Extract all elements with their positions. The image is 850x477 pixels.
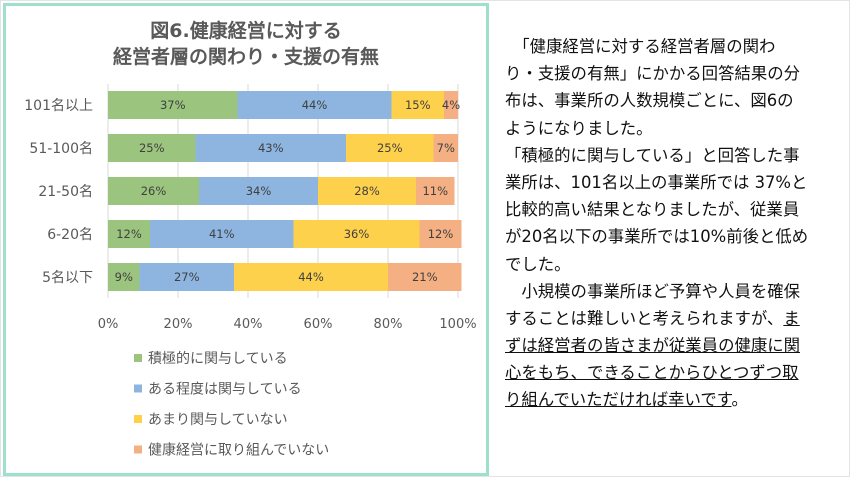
bar-segment [416, 177, 455, 205]
text-line: 「健康経営に対する経営者層の関わ [505, 33, 845, 60]
text-line: り組んでいただければ幸いです。 [505, 386, 845, 413]
chart-title-line-2: 経営者層の関わり・支援の有無 [112, 46, 379, 68]
y-category-label: 6-20名 [47, 227, 93, 243]
y-category-label: 5名以下 [42, 270, 93, 286]
data-label: 25% [139, 141, 165, 155]
bar-segment [108, 263, 140, 291]
text-line: 小規模の事業所ほど予算や人員を確保 [505, 278, 845, 305]
bar-segment [150, 220, 294, 248]
bar-segment [318, 177, 416, 205]
bar-segment [444, 91, 458, 119]
data-label: 4% [442, 98, 460, 112]
bar-segment [237, 91, 392, 119]
data-label: 11% [422, 184, 448, 198]
bar-segment [433, 134, 458, 162]
text-line: ずは経営者の皆さまが従業員の健康に関 [505, 332, 845, 359]
y-category-label: 101名以上 [24, 98, 93, 114]
legend-swatch [134, 354, 142, 362]
underlined-text: ずは経営者の皆さまが従業員の健康に関 [505, 336, 801, 356]
stacked-bar-chart: 0% 20% 40% 60% 80% 100% 101名以上 37% 44% 15% 4% 51-10… [24, 84, 477, 459]
text-line: り・支援の有無」にかかる回答結果の分 [505, 60, 845, 87]
data-label: 12% [116, 227, 142, 241]
text-segment: 比較的高い結果となりましたが、従業員 [505, 200, 800, 220]
bar-segment [346, 134, 434, 162]
data-label: 44% [298, 270, 324, 284]
text-segment: り・支援の有無」にかかる回答結果の分 [505, 64, 801, 84]
text-segment: 小規模の事業所ほど予算や人員を確保 [505, 281, 801, 301]
data-label: 36% [344, 227, 370, 241]
x-tick-label: 20% [164, 317, 193, 332]
bar-segment [108, 91, 238, 119]
text-line: 心をもち、できることからひとつずつ取 [505, 359, 845, 386]
text-line: が20名以下の事業所では10%前後と低め [505, 223, 845, 250]
data-label: 12% [428, 227, 454, 241]
text-line: することは難しいと考えられますが、ま [505, 305, 845, 332]
text-segment: 「健康経営に対する経営者層の関わ [505, 37, 776, 56]
y-category-label: 21-50名 [38, 184, 93, 200]
legend-label: 積極的に関与している [148, 351, 288, 367]
legend-swatch [134, 384, 142, 393]
legend-swatch [134, 445, 142, 454]
x-tick-label: 100% [439, 317, 476, 332]
underlined-text: り組んでいただければ幸いです [505, 390, 732, 410]
bar-segment [388, 263, 462, 291]
underlined-text: 心をもち、できることからひとつずつ取 [505, 363, 799, 383]
data-label: 43% [258, 141, 284, 155]
x-tick-label: 80% [374, 317, 403, 332]
data-label: 21% [412, 270, 438, 284]
x-tick-label: 40% [234, 317, 263, 332]
data-label: 27% [174, 270, 200, 284]
text-segment: 。 [731, 390, 748, 410]
text-segment: 業所は、101名以上の事業所では 37%と [505, 172, 808, 192]
bar-segment [234, 263, 388, 291]
legend-swatch [134, 415, 142, 423]
data-label: 34% [246, 184, 272, 198]
underlined-text: ま [783, 308, 800, 328]
data-label: 41% [209, 227, 235, 241]
legend-label: あまり関与していない [148, 412, 288, 428]
data-label: 15% [405, 98, 431, 112]
text-line: 布は、事業所の人数規模ごとに、図6の [505, 87, 845, 114]
chart-title: 図6.健康経営に対する 経営者層の関わり・支援の有無 [6, 18, 486, 70]
legend-label: ある程度は関与している [148, 382, 302, 398]
bar-segment [293, 220, 420, 248]
data-label: 9% [115, 270, 133, 284]
text-segment: でした。 [505, 254, 571, 274]
text-line: でした。 [505, 251, 845, 278]
text-segment: が20名以下の事業所では10%前後と低め [505, 227, 809, 247]
bar-segment [139, 263, 234, 291]
description-text: 「健康経営に対する経営者層の関わり・支援の有無」にかかる回答結果の分 布は、事業所… [505, 33, 845, 414]
bar-segment [108, 177, 199, 205]
chart-title-line-1: 図6.健康経営に対する [150, 20, 342, 42]
bar-segment [195, 134, 346, 162]
data-label: 28% [354, 184, 380, 198]
bar-segment [108, 220, 150, 248]
text-segment: 布は、事業所の人数規模ごとに、図6の [505, 91, 794, 111]
bar-segment [391, 91, 444, 119]
text-line: 「積極的に関与している」と回答した事 [505, 142, 845, 169]
y-category-label: 51-100名 [29, 141, 93, 157]
data-label: 25% [377, 141, 403, 155]
data-label: 44% [302, 98, 328, 112]
data-label: 37% [160, 98, 186, 112]
text-line: 比較的高い結果となりましたが、従業員 [505, 196, 845, 223]
bar-segment [108, 134, 196, 162]
text-segment: ようになりました。 [505, 118, 653, 138]
x-tick-label: 0% [98, 317, 119, 332]
bar-segment [199, 177, 318, 205]
x-tick-label: 60% [304, 317, 333, 332]
legend-label: 健康経営に取り組んでいない [148, 442, 329, 459]
data-label: 7% [437, 141, 455, 155]
data-label: 26% [141, 184, 167, 198]
chart-panel: 図6.健康経営に対する 経営者層の関わり・支援の有無 0% 20% 40% 60% 80… [3, 3, 489, 476]
text-segment: することは難しいと考えられますが、 [505, 308, 784, 328]
text-line: 業所は、101名以上の事業所では 37%と [505, 169, 845, 196]
text-segment: 「積極的に関与している」と回答した事 [505, 145, 800, 165]
bar-segment [419, 220, 462, 248]
text-line: ようになりました。 [505, 115, 845, 142]
